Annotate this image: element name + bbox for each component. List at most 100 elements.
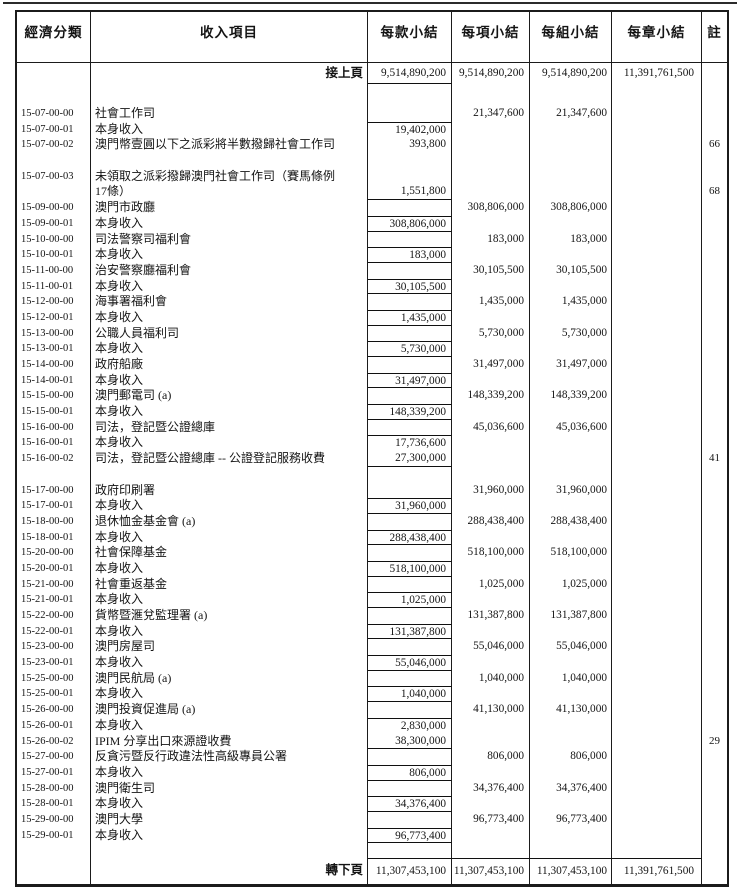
cell-per-group-subtotal: 21,347,600	[530, 106, 612, 122]
cell-per-chapter-subtotal	[612, 702, 702, 718]
cell-revenue-item: 治安警察廳福利會	[91, 262, 368, 279]
cell-per-item-subtotal	[452, 592, 530, 608]
cell-per-item-subtotal	[452, 686, 530, 703]
carry-forward-per-chapter: 11,391,761,500	[612, 63, 702, 84]
cell-economic-code: 15-18-00-00	[17, 513, 91, 530]
cell-per-section-subtotal: 2,830,000	[368, 717, 452, 734]
cell-per-group-subtotal	[530, 435, 612, 452]
cell-revenue-item: 澳門大學	[91, 811, 368, 828]
cell-note	[702, 608, 727, 624]
cell-per-group-subtotal	[530, 137, 612, 154]
cell-per-group-subtotal: 45,036,600	[530, 419, 612, 436]
cell-revenue-item: 本身收入	[91, 121, 368, 138]
cell-per-group-subtotal: 30,105,500	[530, 262, 612, 279]
spacer-cell	[91, 843, 368, 858]
cell-per-section-subtotal: 806,000	[368, 764, 452, 781]
table-row: 15-28-00-01 本身收入 34,376,400	[17, 796, 727, 812]
carry-forward-per-item: 9,514,890,200	[452, 63, 530, 84]
cell-per-section-subtotal: 131,387,800	[368, 623, 452, 640]
spacer-cell	[17, 84, 91, 106]
cell-economic-code: 15-17-00-00	[17, 482, 91, 499]
cell-per-item-subtotal	[452, 451, 530, 467]
cell-note	[702, 279, 727, 295]
cell-per-group-subtotal	[530, 623, 612, 640]
cell-revenue-item: 未領取之派彩撥歸澳門社會工作司（賽馬條例	[91, 168, 368, 185]
cell-economic-code: 15-15-00-01	[17, 404, 91, 420]
cell-per-section-subtotal: 1,435,000	[368, 309, 452, 326]
cell-per-item-subtotal	[452, 655, 530, 671]
cell-per-chapter-subtotal	[612, 341, 702, 357]
table-row: 15-12-00-01 本身收入 1,435,000	[17, 309, 727, 326]
cell-revenue-item: 本身收入	[91, 341, 368, 357]
cell-per-section-subtotal	[368, 576, 452, 593]
cell-per-section-subtotal: 148,339,200	[368, 404, 452, 420]
cell-per-item-subtotal: 31,497,000	[452, 357, 530, 373]
cell-per-item-subtotal: 1,040,000	[452, 670, 530, 687]
table-row: 15-25-00-01 本身收入 1,040,000	[17, 686, 727, 703]
cell-note	[702, 812, 727, 828]
cell-per-group-subtotal	[530, 121, 612, 138]
cell-per-group-subtotal: 31,960,000	[530, 482, 612, 499]
page-top-rule	[3, 2, 737, 4]
carry-forward-label: 接上頁	[91, 63, 368, 84]
cell-per-chapter-subtotal	[612, 529, 702, 546]
cell-per-item-subtotal: 31,960,000	[452, 482, 530, 499]
cell-per-group-subtotal	[530, 341, 612, 357]
cell-per-item-subtotal: 1,435,000	[452, 294, 530, 310]
cell-per-section-subtotal	[368, 153, 452, 169]
cell-per-group-subtotal	[530, 278, 612, 295]
cell-economic-code	[17, 858, 91, 884]
cell-per-section-subtotal	[368, 670, 452, 687]
cell-per-group-subtotal	[530, 592, 612, 608]
cell-economic-code	[17, 466, 91, 483]
cell-per-chapter-subtotal	[612, 623, 702, 640]
cell-economic-code: 15-25-00-01	[17, 686, 91, 703]
table-row: 15-13-00-00 公職人員福利司 5,730,000 5,730,000	[17, 325, 727, 342]
cell-note	[702, 467, 727, 483]
cell-note	[702, 341, 727, 357]
table-row: 15-12-00-00 海事署福利會 1,435,000 1,435,000	[17, 294, 727, 310]
cell-revenue-item: 社會工作司	[91, 106, 368, 122]
cell-economic-code: 15-13-00-00	[17, 325, 91, 342]
cell-per-chapter-subtotal	[612, 419, 702, 436]
cell-revenue-item: 17條）	[91, 184, 368, 201]
table-row: 15-18-00-00 退休恤金基金會 (a) 288,438,400 288,438…	[17, 513, 727, 530]
cell-per-section-subtotal	[368, 106, 452, 122]
cell-economic-code: 15-20-00-01	[17, 560, 91, 577]
cell-economic-code: 15-23-00-00	[17, 639, 91, 656]
cell-per-item-subtotal	[452, 184, 530, 201]
carry-down-label: 轉下頁	[91, 858, 368, 884]
cell-economic-code: 15-14-00-01	[17, 372, 91, 389]
cell-per-chapter-subtotal	[612, 560, 702, 577]
table-row: 15-10-00-01 本身收入 183,000	[17, 247, 727, 263]
cell-per-item-subtotal	[452, 372, 530, 389]
cell-note	[702, 686, 727, 702]
cell-per-chapter-subtotal	[612, 309, 702, 326]
cell-economic-code: 15-11-00-00	[17, 262, 91, 279]
table-row: 15-22-00-01 本身收入 131,387,800	[17, 623, 727, 640]
cell-per-item-subtotal: 148,339,200	[452, 388, 530, 405]
cell-per-group-subtotal	[530, 498, 612, 514]
cell-economic-code: 15-10-00-00	[17, 231, 91, 248]
cell-per-item-subtotal	[452, 764, 530, 781]
header-row: 經濟分類 收入項目 每款小結 每項小結 每組小結 每章小結 註	[17, 12, 727, 63]
cell-revenue-item: 澳門民航局 (a)	[91, 670, 368, 687]
cell-note: 66	[709, 138, 720, 151]
cell-per-item-subtotal	[452, 435, 530, 452]
cell-per-item-subtotal: 1,025,000	[452, 576, 530, 593]
cell-revenue-item: 本身收入	[91, 215, 368, 232]
cell-note	[702, 420, 727, 436]
cell-per-chapter-subtotal	[612, 278, 702, 295]
spacer-cell	[452, 843, 530, 858]
cell-economic-code: 15-07-00-01	[17, 121, 91, 138]
cell-per-section-subtotal	[368, 325, 452, 342]
cell-per-item-subtotal	[452, 153, 530, 169]
table-row: 15-26-00-01 本身收入 2,830,000	[17, 717, 727, 734]
cell-per-item-subtotal	[452, 529, 530, 546]
cell-note	[702, 169, 727, 185]
carry-forward-per-group: 9,514,890,200	[530, 63, 612, 84]
cell-per-group-subtotal	[530, 184, 612, 201]
cell-per-group-subtotal	[530, 466, 612, 483]
table-row: 15-11-00-00 治安警察廳福利會 30,105,500 30,105,500	[17, 262, 727, 279]
cell-note	[702, 577, 727, 593]
